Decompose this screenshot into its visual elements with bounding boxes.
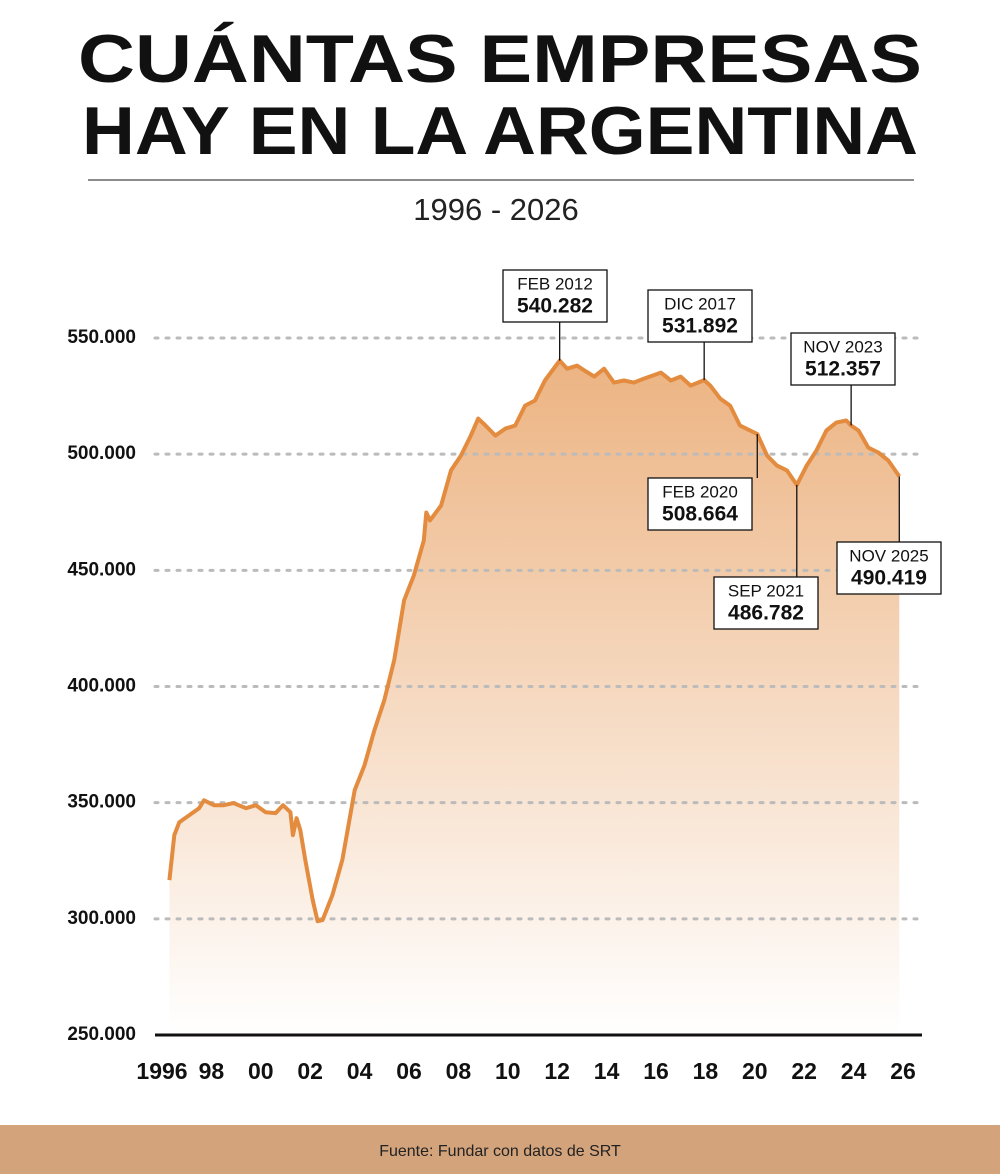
- annotation-box: [836, 541, 942, 595]
- annotation-value: 531.892: [662, 315, 738, 338]
- annotation-box: [713, 576, 819, 630]
- y-tick-label: 400.000: [67, 676, 136, 697]
- x-tick-label: 1996: [136, 1058, 187, 1084]
- annotation-box: [647, 289, 753, 343]
- annotation-value: 486.782: [728, 602, 804, 625]
- annotation-label: SEP 2021: [728, 581, 804, 600]
- chart-title: CUÁNTAS EMPRESAS: [78, 21, 922, 97]
- y-tick-label: 450.000: [67, 559, 136, 580]
- annotation-value: 512.357: [805, 358, 881, 381]
- annotation-label: NOV 2025: [849, 546, 928, 565]
- x-tick-label: 10: [495, 1058, 521, 1084]
- annotation-value: 540.282: [517, 295, 593, 318]
- area-fill: [169, 360, 900, 1036]
- x-tick-label: 16: [643, 1058, 669, 1084]
- x-tick-label: 00: [248, 1058, 274, 1084]
- x-tick-label: 22: [791, 1058, 817, 1084]
- x-tick-label: 24: [841, 1058, 867, 1084]
- source-note: Fuente: Fundar con datos de SRT: [379, 1143, 621, 1160]
- y-tick-label: 250.000: [67, 1024, 136, 1045]
- footer-band: [0, 1125, 1000, 1174]
- annotation-value: 490.419: [851, 567, 927, 590]
- annotation-box: [790, 332, 896, 386]
- x-tick-label: 02: [297, 1058, 323, 1084]
- annotation-label: FEB 2012: [517, 274, 593, 293]
- annotation-box: [647, 477, 753, 531]
- annotation-box: [502, 269, 608, 323]
- x-tick-label: 98: [199, 1058, 225, 1084]
- x-tick-label: 20: [742, 1058, 768, 1084]
- annotation-label: DIC 2017: [664, 294, 736, 313]
- x-tick-label: 04: [347, 1058, 373, 1084]
- y-tick-label: 550.000: [67, 327, 136, 348]
- x-tick-label: 26: [890, 1058, 916, 1084]
- x-tick-label: 06: [396, 1058, 422, 1084]
- y-tick-label: 300.000: [67, 908, 136, 929]
- x-tick-label: 18: [693, 1058, 719, 1084]
- plot: 250.000 300.000 350.000 400.000 450.000 500.0…: [67, 269, 942, 1084]
- annotation-value: 508.664: [662, 503, 738, 526]
- x-tick-label: 08: [446, 1058, 472, 1084]
- x-tick-label: 14: [594, 1058, 620, 1084]
- chart-subtitle: 1996 - 2026: [413, 192, 578, 227]
- data-line: [167, 358, 901, 924]
- y-tick-label: 350.000: [67, 792, 136, 813]
- y-tick-label: 500.000: [67, 443, 136, 464]
- chart-title: HAY EN LA ARGENTINA: [82, 93, 918, 169]
- annotation-label: FEB 2020: [662, 482, 738, 501]
- annotation-label: NOV 2023: [803, 337, 882, 356]
- x-tick-label: 12: [544, 1058, 570, 1084]
